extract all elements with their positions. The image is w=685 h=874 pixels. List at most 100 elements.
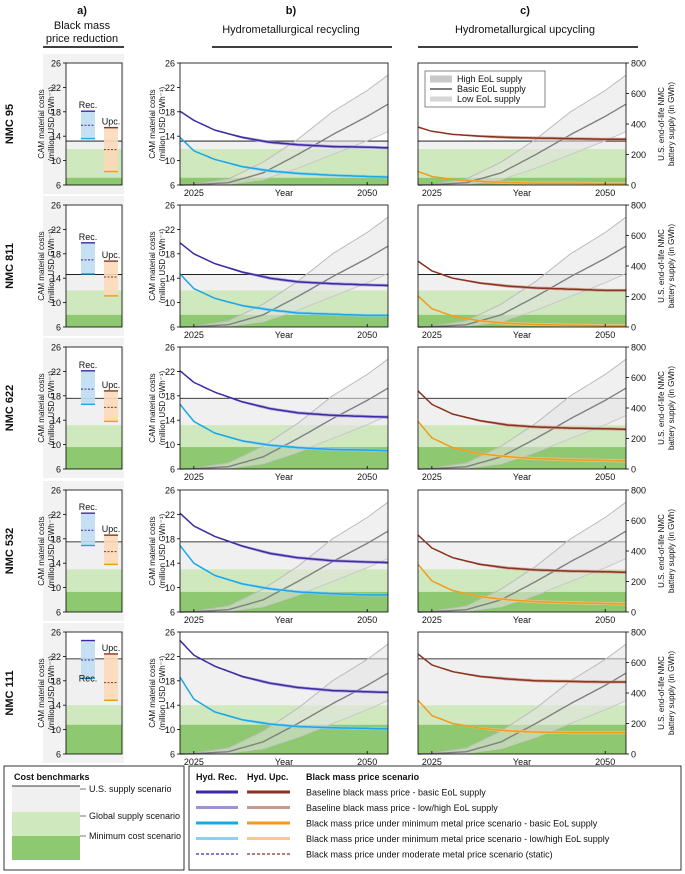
supply-range-band-b [180,75,388,185]
panel-letter-c: c) [520,5,530,17]
hyd-upc-baselineline [417,260,626,292]
x-axis-title-b: Year [275,188,293,198]
x-tick-label-b: 2050 [357,472,377,482]
y-tick-label-a: 14 [51,416,61,426]
supply-high-curve-b [179,216,389,328]
cost-axis-title-a: CAM material costs [37,516,46,585]
y-tick-label-b: 26 [165,201,175,211]
x-tick-label-c: 2050 [595,472,615,482]
cost-axis-unit-a: (million USD GWh⁻¹) [47,655,56,730]
x-tick-label-c: 2050 [595,330,615,340]
min-metal-range-band-c [418,564,626,606]
cost-axis-unit-b: (million USD GWh⁻¹) [158,370,167,445]
supply-high-curve-b [179,501,389,613]
y-tick-label-a: 18 [51,249,61,259]
y-tick-label-b: 6 [170,608,175,618]
cost-legend-title: Cost benchmarks [14,772,90,782]
supply-tick-label: 0 [631,608,636,618]
y-tick-label-b: 18 [165,391,175,401]
baseline-range-band-c [418,127,626,141]
cost-axis-unit-b: (million USD GWh⁻¹) [158,513,167,588]
x-tick-label-c: 2025 [422,188,442,198]
legend-col-upc: Hyd. Upc. [247,772,289,782]
x-axis-title-c: Year [513,615,531,625]
supply-range-band-c [418,217,626,327]
hyd-upc-baselineline [417,653,626,683]
hyd-rec-baselineline [179,370,389,418]
upc-price-range-box [104,653,118,701]
cost-axis-unit-a: (million USD GWh⁻¹) [47,86,56,161]
x-tick-label-b: 2050 [357,330,377,340]
x-tick-label-c: 2025 [422,330,442,340]
rec-label: Rec. [79,232,98,242]
x-tick-label-c: 2050 [595,757,615,767]
supply-tick-label: 400 [631,404,646,414]
supply-range-band-c [418,502,626,612]
x-tick-label-c: 2025 [422,472,442,482]
y-tick-label-b: 26 [165,343,175,353]
y-tick-label-b: 14 [165,701,175,711]
upc-label: Upc. [102,643,121,653]
panel-a-frame [65,204,123,328]
rec-label: Rec. [79,360,98,370]
supply-axis-title: U.S. end-of-life NMC [657,656,666,730]
hyd-rec-baselineline [179,110,389,149]
upc-price-range-box [104,261,118,296]
cost-axis-title-b: CAM material costs [148,89,157,158]
supply-legend-label: Basic EoL supply [457,84,526,94]
panel-letter-b: b) [286,5,297,17]
supply-low-curve-c [418,131,627,186]
x-axis-title-c: Year [513,757,531,767]
x-tick-label-b: 2025 [184,188,204,198]
y-tick-label-b: 10 [165,298,175,308]
supply-tick-label: 600 [631,516,646,526]
y-tick-label-a: 6 [56,750,61,760]
supply-axis-unit: battery supply (in GWh) [667,509,676,593]
x-axis-title-b: Year [275,757,293,767]
y-tick-label-b: 26 [165,59,175,69]
scenario-legend-label: Baseline black mass price - basic EoL su… [306,788,486,798]
y-tick-label-b: 10 [165,156,175,166]
y-tick-label-a: 14 [51,559,61,569]
rec-price-range-box [81,242,95,274]
panel-a-frame [65,346,123,470]
x-axis-title-b: Year [275,615,293,625]
supply-tick-label: 600 [631,373,646,383]
supply-low-curve-b [180,415,389,470]
hyd-upc-minimum-metal-priceline [417,420,627,462]
panel-a-frame [65,489,123,613]
col-title-b: Hydrometallurgical recycling [222,24,360,36]
baseline-range-band-c [418,654,626,684]
legend-global-band [12,786,80,812]
cost-axis-unit-a: (million USD GWh⁻¹) [47,513,56,588]
y-tick-label-b: 14 [165,132,175,142]
hyd-upc-minimum-metal-priceline [417,295,626,327]
supply-low-curve-c [418,273,627,328]
supply-axis-unit: battery supply (in GWh) [667,651,676,735]
supply-axis-title: U.S. end-of-life NMC [657,514,666,588]
cost-axis-title-a: CAM material costs [37,658,46,727]
supply-axis-unit: battery supply (in GWh) [667,82,676,166]
supply-tick-label: 400 [631,262,646,272]
y-tick-label-b: 22 [165,510,175,520]
supply-tick-label: 400 [631,547,646,557]
upc-label: Upc. [102,524,121,534]
rec-label: Rec. [79,100,98,110]
y-tick-label-b: 14 [165,274,175,284]
cost-axis-unit-b: (million USD GWh⁻¹) [158,86,167,161]
cost-axis-unit-b: (million USD GWh⁻¹) [158,228,167,303]
chemistry-label: NMC 622 [4,385,16,431]
cost-legend-label: Global supply scenario [89,811,180,821]
col-title-c: Hydrometallurgical upcycling [455,24,595,36]
hyd-rec-minimum-metal-priceline [179,676,389,730]
baseline-range-band-c [418,261,626,292]
supply-basic-curve-c [417,103,627,186]
y-tick-label-a: 22 [51,510,61,520]
scenario-legend-title: Black mass price scenario [306,772,420,782]
minimum-cost-band-b [180,177,388,185]
supply-tick-label: 600 [631,231,646,241]
rec-price-range-box [81,513,95,546]
chemistry-label: NMC 811 [4,243,16,289]
hyd-upc-minimum-metal-priceline [417,563,627,605]
scenario-legend-label: Black mass price under minimum metal pri… [306,819,598,829]
